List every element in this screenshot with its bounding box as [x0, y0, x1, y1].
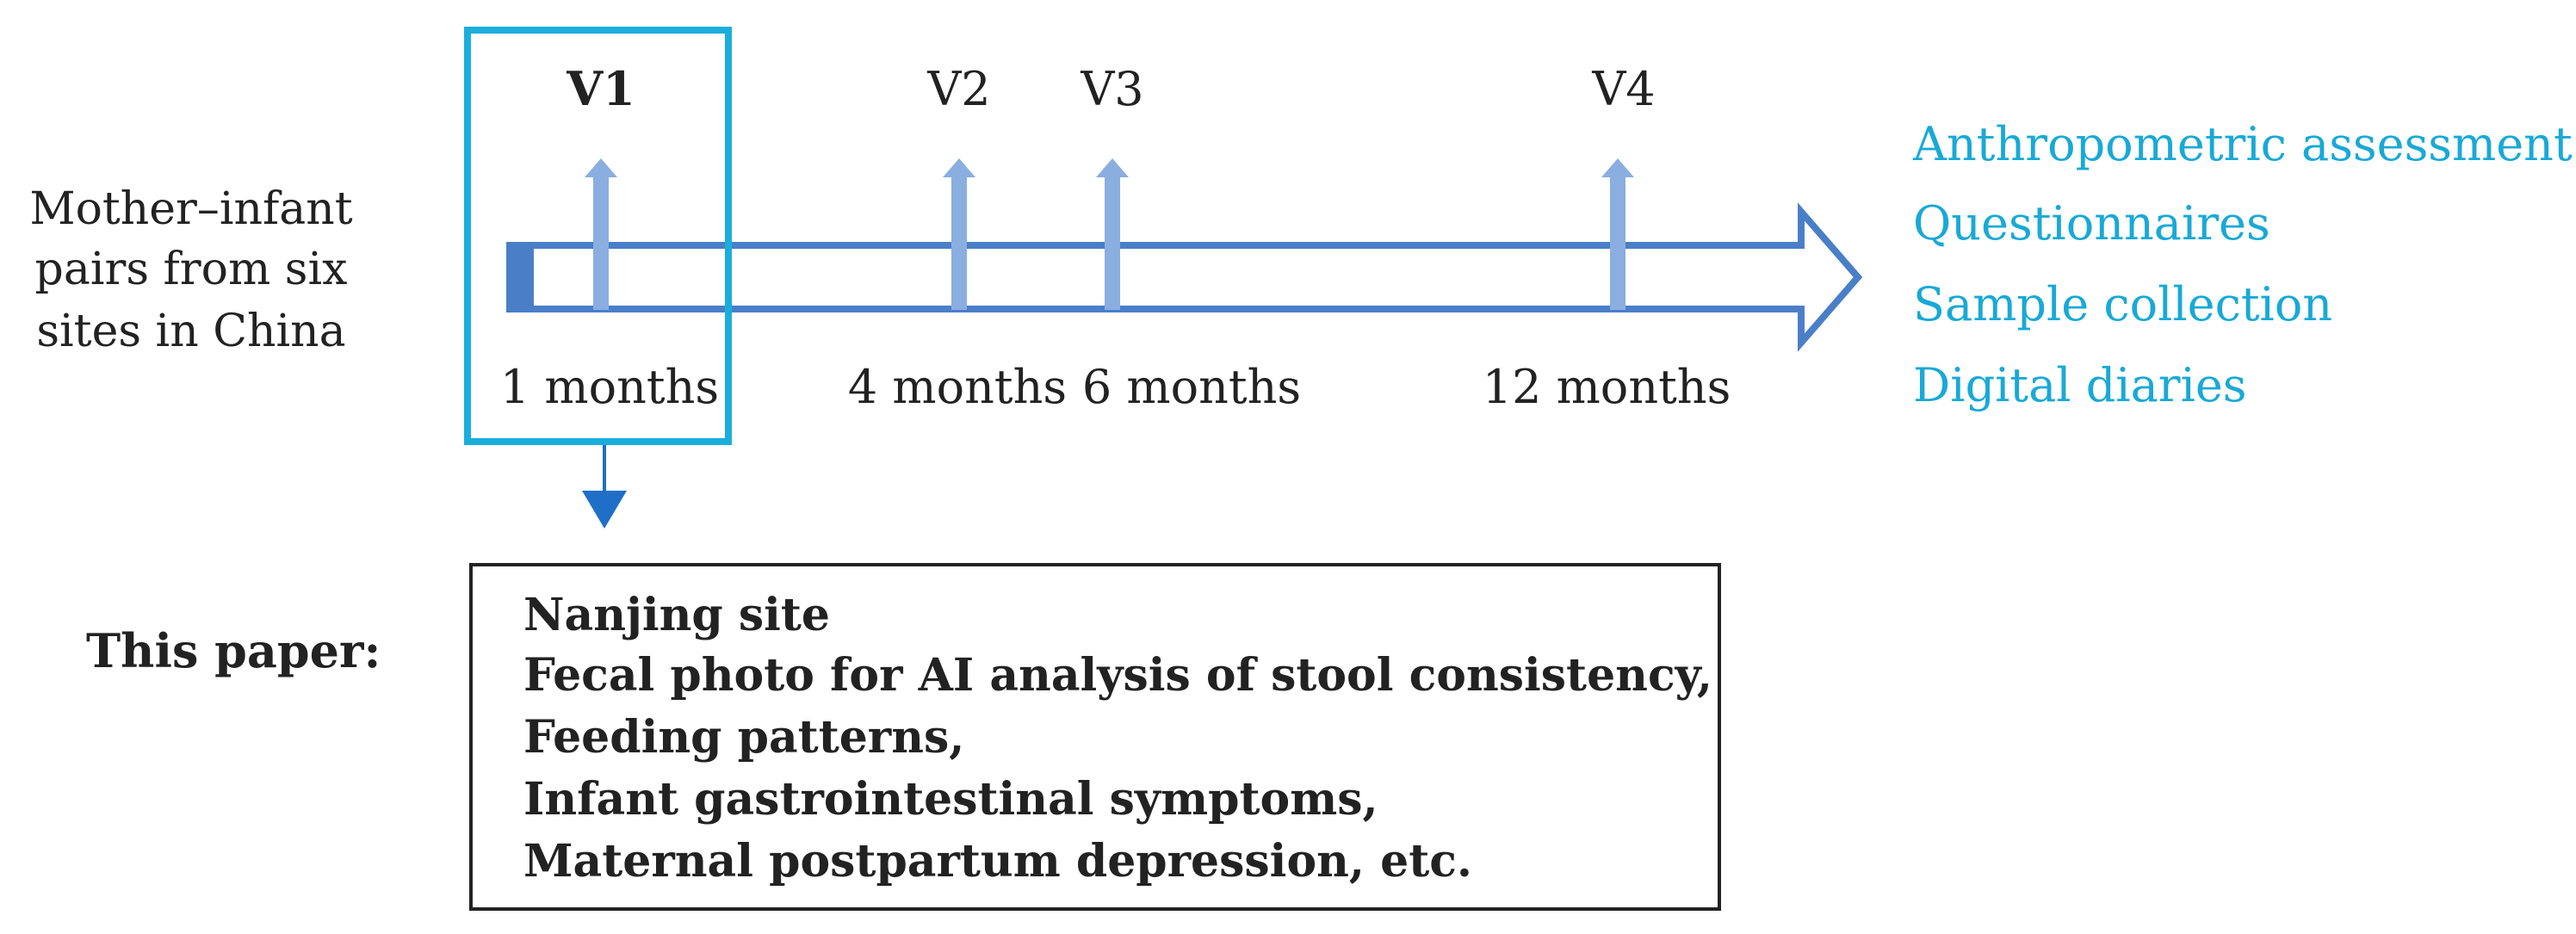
timeline-arrow [506, 202, 1863, 352]
measurement-item-2: Questionnaires [1913, 196, 2270, 251]
this-paper-line-1: Nanjing site [523, 589, 830, 641]
this-paper-line-4: Infant gastrointestinal symptoms, [523, 773, 1378, 826]
this-paper-line-3: Feeding patterns, [523, 711, 964, 764]
cohort-label-line-2: pairs from six [35, 244, 348, 295]
timeline-start-marker [510, 245, 534, 309]
measurement-item-4: Digital diaries [1913, 358, 2247, 412]
cohort-label-line-3: sites in China [36, 306, 345, 357]
v1-highlight-box [464, 27, 732, 445]
cohort-label-line-1: Mother–infant [29, 183, 352, 235]
visit-label-v4: V4 [1591, 62, 1655, 116]
visit-time-v3: 6 months [1082, 360, 1301, 414]
visit-time-v2: 4 months [848, 360, 1067, 414]
this-paper-line-5: Maternal postpartum depression, etc. [523, 835, 1472, 888]
visit-arrow-v4 [1601, 158, 1634, 310]
this-paper-contents: Nanjing site Fecal photo for AI analysis… [523, 589, 1712, 888]
visit-label-v3: V3 [1080, 62, 1143, 116]
measurements-list: Anthropometric assessment Questionnaires… [1912, 117, 2573, 412]
this-paper-box [469, 563, 1721, 911]
this-paper-label: This paper: [86, 623, 381, 678]
visit-time-v1: 1 months [500, 360, 719, 414]
measurement-item-3: Sample collection [1913, 277, 2332, 331]
visit-arrow-v3 [1096, 158, 1129, 310]
visit-time-v4: 12 months [1483, 360, 1731, 414]
measurement-item-1: Anthropometric assessment [1912, 117, 2573, 171]
this-paper-line-2: Fecal photo for AI analysis of stool con… [523, 649, 1712, 702]
visit-arrow-v1 [585, 158, 617, 310]
cohort-label: Mother–infant pairs from six sites in Ch… [29, 183, 352, 357]
down-arrow [582, 445, 627, 529]
visit-label-v2: V2 [926, 62, 990, 116]
visit-label-v1: V1 [566, 61, 635, 116]
visit-arrow-v2 [943, 158, 975, 310]
